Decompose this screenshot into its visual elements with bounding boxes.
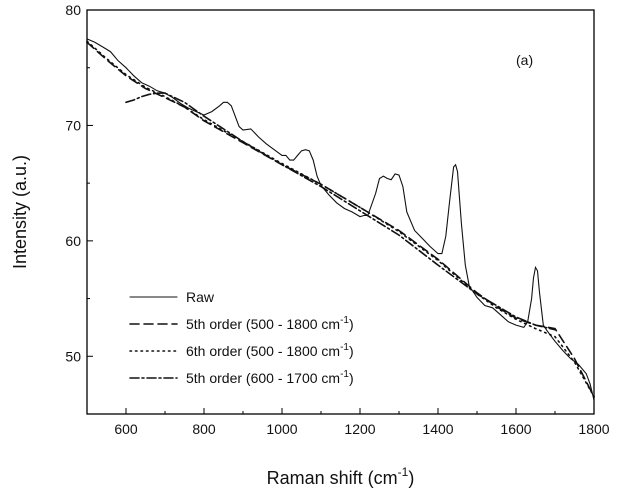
legend-label-superscript: -1 xyxy=(340,342,349,353)
x-tick-label: 600 xyxy=(114,421,138,437)
legend-label-end: ) xyxy=(349,316,354,332)
legend-label-4: 5th order (600 - 1700 cm-1) xyxy=(186,369,354,386)
legend-label-3: 6th order (500 - 1800 cm-1) xyxy=(186,342,354,359)
legend-label-superscript: -1 xyxy=(340,315,349,326)
series-line-4 xyxy=(125,92,556,331)
x-tick-label: 800 xyxy=(192,421,216,437)
legend-label-1: Raw xyxy=(186,289,215,305)
y-tick-label: 50 xyxy=(65,348,81,364)
x-axis-ticks: 600 800 1000 1200 1400 1600 1800 xyxy=(86,408,610,437)
y-tick-label: 60 xyxy=(65,233,81,249)
x-tick-label: 1600 xyxy=(500,421,531,437)
series-line-1 xyxy=(86,38,595,401)
x-tick-label: 1200 xyxy=(344,421,375,437)
y-axis-ticks: 50 60 70 80 xyxy=(65,2,93,364)
y-tick-label: 70 xyxy=(65,117,81,133)
plot-frame xyxy=(86,9,595,415)
legend-label-text: Raw xyxy=(186,289,215,305)
x-axis-title-end: ) xyxy=(408,468,414,488)
series-layer xyxy=(86,38,595,401)
x-axis-title-main: Raman shift (cm xyxy=(267,468,398,488)
panel-label: (a) xyxy=(516,52,533,68)
legend-label-text: 5th order (500 - 1800 cm xyxy=(186,316,340,332)
x-tick-label: 1800 xyxy=(578,421,609,437)
series-line-3 xyxy=(86,40,595,398)
x-tick-label: 1400 xyxy=(422,421,453,437)
legend-label-2: 5th order (500 - 1800 cm-1) xyxy=(186,315,354,332)
legend-label-end: ) xyxy=(349,370,354,386)
x-tick-label: 1000 xyxy=(266,421,297,437)
y-axis-title: Intensity (a.u.) xyxy=(10,155,30,269)
legend-label-text: 6th order (500 - 1800 cm xyxy=(186,343,340,359)
x-axis-title-superscript: -1 xyxy=(398,465,409,479)
y-tick-label: 80 xyxy=(65,2,81,18)
x-axis-title: Raman shift (cm-1) xyxy=(267,465,415,488)
legend-label-text: 5th order (600 - 1700 cm xyxy=(186,370,340,386)
legend-label-superscript: -1 xyxy=(340,369,349,380)
legend-label-end: ) xyxy=(349,343,354,359)
